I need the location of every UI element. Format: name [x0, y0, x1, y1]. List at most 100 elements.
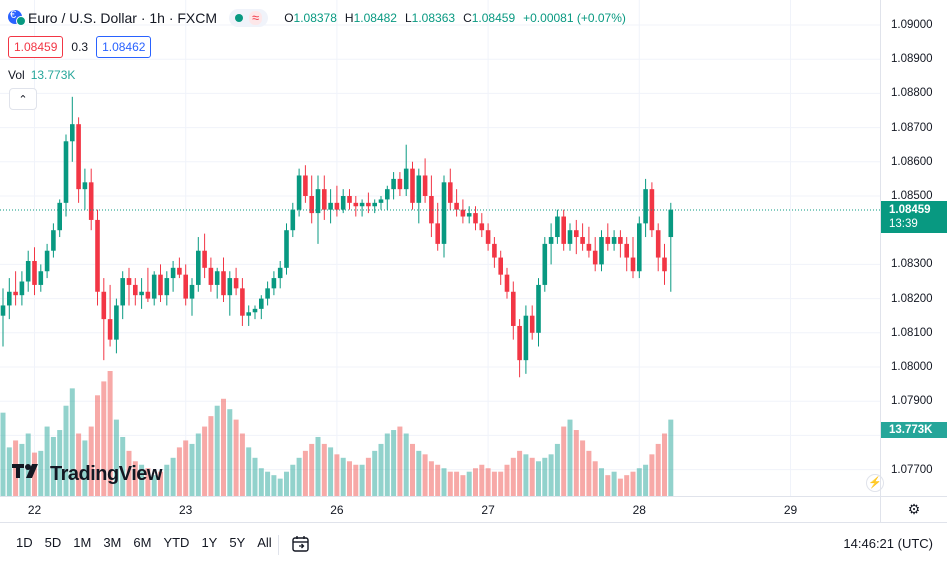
candle-body — [542, 243, 548, 285]
time-axis[interactable]: 22 23 26 27 28 29 — [0, 496, 880, 522]
tradingview-logo[interactable]: TradingView — [12, 462, 162, 486]
volume-bar — [57, 430, 63, 496]
candle-body — [391, 178, 396, 190]
candle-body — [460, 209, 466, 217]
volume-bar — [284, 471, 289, 496]
candle-body — [655, 230, 661, 258]
candle-body — [548, 237, 554, 244]
volume-bar — [410, 443, 415, 496]
volume-bar — [132, 461, 138, 496]
range-1m-button[interactable]: 1M — [73, 535, 92, 550]
range-all-button[interactable]: All — [257, 535, 272, 550]
range-1d-button[interactable]: 1D — [16, 535, 33, 550]
volume-bar — [491, 471, 497, 496]
volume-bar — [296, 457, 302, 496]
volume-bar — [567, 419, 573, 496]
volume-bar — [145, 468, 151, 496]
candle-body — [366, 202, 371, 207]
last-price-tag: 1.08459 13:39 — [881, 201, 947, 233]
candle-body — [95, 219, 100, 292]
candle-body — [101, 291, 107, 320]
symbol-title[interactable]: Euro / U.S. Dollar · 1h · FXCM — [28, 10, 218, 26]
volume-bar — [176, 447, 182, 496]
candle-body — [504, 274, 510, 292]
volume-bar — [580, 440, 586, 496]
candle-body — [485, 230, 491, 244]
collapse-legend-button[interactable]: ⌃ — [9, 88, 37, 110]
candle-body — [32, 260, 37, 285]
volume-bar — [441, 468, 447, 496]
date-range-selector: 1D 5D 1M 3M 6M YTD 1Y 5Y All — [10, 535, 278, 550]
volume-label[interactable]: Vol — [8, 68, 25, 82]
volume-bar — [391, 430, 397, 496]
volume-bar — [460, 475, 466, 496]
utc-clock[interactable]: 14:46:21 (UTC) — [843, 536, 933, 551]
volume-bar — [277, 478, 283, 496]
volume-bar — [6, 447, 12, 496]
volume-bar — [573, 430, 579, 496]
candle-body — [196, 250, 201, 285]
volume-bar — [334, 454, 340, 496]
last-price-value: 1.08459 — [889, 204, 931, 216]
volume-bar — [630, 471, 636, 496]
range-5d-button[interactable]: 5D — [44, 535, 62, 550]
volume-bar — [561, 426, 567, 496]
lightning-icon[interactable]: ⚡ — [866, 474, 884, 492]
candle-body — [246, 312, 251, 316]
range-ytd-button[interactable]: YTD — [163, 535, 190, 550]
price-tick-label: 1.08500 — [891, 190, 933, 202]
range-5y-button[interactable]: 5Y — [229, 535, 246, 550]
volume-bar — [340, 457, 346, 496]
volume-bar — [372, 450, 378, 496]
candle-body — [214, 271, 220, 285]
price-tick-label: 1.07900 — [891, 395, 933, 408]
candle-body — [208, 267, 214, 285]
candle-body — [347, 196, 352, 203]
volume-bar — [95, 395, 100, 496]
volume-bar — [617, 478, 623, 496]
candle-body — [259, 298, 264, 309]
candle-body — [555, 216, 560, 238]
candle-body — [561, 216, 566, 244]
candle-body — [403, 168, 409, 190]
candlestick-chart[interactable] — [0, 0, 880, 496]
price-tick-label: 1.09000 — [891, 19, 933, 31]
candle-body — [416, 175, 422, 203]
volume-bar — [668, 419, 674, 496]
candle-body — [88, 182, 94, 220]
market-status-badge[interactable]: ≈ — [229, 9, 269, 27]
candle-body — [233, 278, 239, 289]
sell-price-button[interactable]: 1.08459 — [8, 36, 64, 58]
calendar-goto-icon[interactable] — [290, 533, 312, 555]
candle-body — [448, 182, 453, 203]
volume-bar — [365, 457, 371, 496]
volume-bar — [378, 443, 384, 496]
price-axis[interactable]: 1.09000 1.08900 1.08800 1.08700 1.08600 1.085… — [880, 0, 947, 496]
volume-bar — [19, 443, 25, 496]
gear-icon[interactable]: ⚙ — [907, 501, 921, 517]
volume-bar — [529, 457, 535, 496]
volume-bar — [485, 468, 491, 496]
candle-body — [397, 178, 403, 190]
candle-body — [322, 189, 327, 210]
price-tick-label: 1.08900 — [891, 53, 933, 66]
candle-body — [359, 202, 365, 207]
candle-body — [492, 243, 497, 258]
candle-body — [378, 199, 384, 203]
range-1y-button[interactable]: 1Y — [201, 535, 218, 550]
range-3m-button[interactable]: 3M — [103, 535, 122, 550]
candle-body — [479, 223, 485, 231]
volume-bar — [586, 450, 592, 496]
candle-body — [454, 202, 459, 210]
spread-value: 0.3 — [71, 40, 89, 54]
volume-bar — [189, 443, 195, 496]
buy-price-button[interactable]: 1.08462 — [96, 36, 152, 58]
volume-bar — [655, 443, 661, 496]
candle-body — [139, 291, 144, 296]
chart-pane[interactable]: Euro / U.S. Dollar · 1h · FXCM ≈ O1.0837… — [0, 0, 884, 496]
volume-bar — [107, 371, 113, 496]
candle-body — [202, 250, 207, 268]
volume-bar — [554, 443, 560, 496]
candle-body — [662, 257, 667, 272]
range-6m-button[interactable]: 6M — [133, 535, 152, 550]
